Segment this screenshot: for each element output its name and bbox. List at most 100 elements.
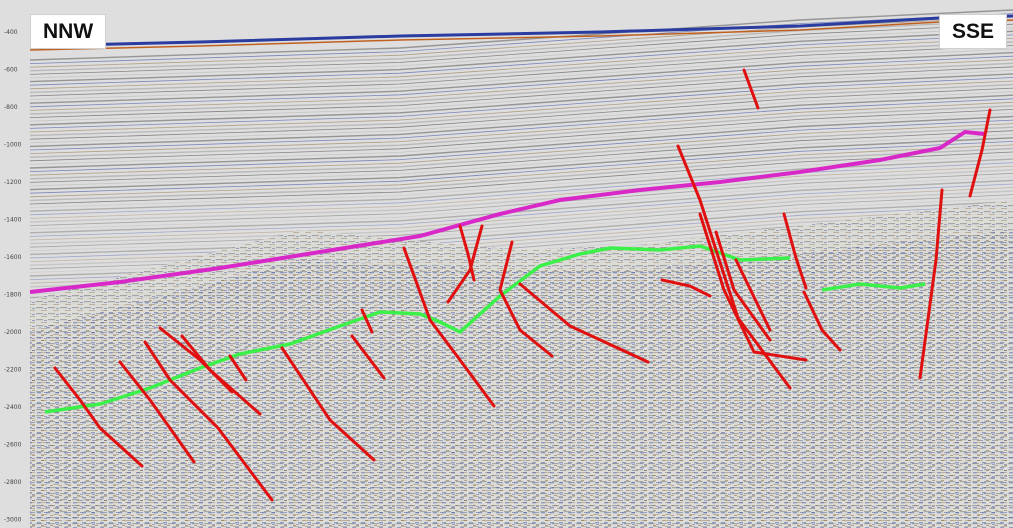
reflector-band <box>29 98 1013 151</box>
fault-line <box>402 246 496 408</box>
reflector-band <box>29 119 1013 172</box>
faults <box>53 68 992 502</box>
reflector-band <box>29 204 1013 259</box>
direction-label-nnw: NNW <box>30 14 107 49</box>
fault-line <box>350 334 386 380</box>
magenta-horizon <box>29 129 986 294</box>
depth-tick-label: -2400 <box>4 404 22 411</box>
reflector-band <box>29 23 1013 75</box>
fault-line <box>53 366 144 468</box>
reflector-band <box>29 126 1013 180</box>
fault-line <box>458 224 476 282</box>
fault-line <box>446 224 484 304</box>
reflector-band <box>29 172 1013 226</box>
fault-line <box>698 212 808 362</box>
reflector-band <box>29 87 1013 140</box>
reflector-band <box>29 77 1013 129</box>
fault-line <box>742 68 760 110</box>
reflector-band <box>29 59 1013 111</box>
reflector-band <box>29 51 1013 104</box>
depth-tick-label: -1000 <box>4 142 22 149</box>
reflector-band <box>29 105 1013 158</box>
fault-line <box>734 258 772 332</box>
depth-tick-label: -1800 <box>4 292 22 299</box>
fault-line <box>280 346 376 462</box>
fault-line <box>802 290 842 352</box>
reflector-band <box>29 48 1013 100</box>
reflector-band <box>29 38 1013 90</box>
reflector-band <box>29 80 1013 133</box>
fault-line <box>660 278 712 298</box>
direction-label-sse: SSE <box>938 14 1007 49</box>
reflector-band <box>29 41 1013 94</box>
depth-axis: -400 -600 -800 -1000 -1200 -1400 -1600 -1800 -20… <box>4 29 22 524</box>
reflector-band <box>29 45 1013 97</box>
depth-tick-label: -2800 <box>4 479 22 486</box>
depth-tick-label: -1600 <box>4 254 22 261</box>
reflector-band <box>29 9 1013 61</box>
fault-line <box>968 108 992 198</box>
fault-line <box>676 144 792 390</box>
depth-tick-label: -600 <box>4 67 18 74</box>
reflector-band <box>29 201 1013 256</box>
fault-line <box>360 308 374 334</box>
green-horizon-right <box>821 282 926 292</box>
reflector-band <box>29 109 1013 162</box>
reflector-band <box>29 16 1013 68</box>
fault-line <box>118 360 196 464</box>
reflector-band <box>29 197 1013 252</box>
reflector-band <box>29 27 1013 79</box>
reflector-band <box>29 91 1013 144</box>
reflector-band <box>29 115 1013 169</box>
reflector-band <box>29 94 1013 148</box>
depth-tick-label: -800 <box>4 104 18 111</box>
depth-tick-label: -2000 <box>4 329 22 336</box>
chaotic-basement-texture <box>30 230 1013 528</box>
fault-line <box>918 188 944 380</box>
fault-line <box>180 334 262 416</box>
reflector-band <box>29 144 1013 198</box>
fault-line <box>518 282 650 364</box>
reflector-band <box>29 190 1013 245</box>
reflector-band <box>29 187 1013 241</box>
reflector-band <box>29 141 1013 194</box>
reflector-band <box>29 183 1013 237</box>
depth-tick-label: -400 <box>4 29 18 36</box>
reflector-band <box>29 34 1013 86</box>
reflector-band <box>29 158 1013 212</box>
reflector-band <box>29 130 1013 183</box>
reflector-band <box>29 123 1013 176</box>
reflector-band <box>29 137 1013 191</box>
reflector-band <box>29 133 1013 187</box>
reflector-band <box>29 179 1013 234</box>
fault-line <box>143 340 274 502</box>
reflector-band <box>29 19 1013 72</box>
reflector-band <box>29 151 1013 205</box>
green-horizon <box>44 244 791 414</box>
reflector-band <box>29 70 1013 122</box>
depth-tick-label: -1400 <box>4 217 22 224</box>
depth-tick-label: -3000 <box>4 517 22 524</box>
reflector-band <box>29 62 1013 115</box>
depth-tick-label: -2200 <box>4 367 22 374</box>
reflector-band <box>29 162 1013 216</box>
reflector-band <box>29 101 1013 154</box>
fault-line <box>782 212 808 290</box>
reflector-band <box>29 66 1013 118</box>
reflector-band <box>29 55 1013 108</box>
reflector-band <box>29 30 1013 83</box>
reflector-band <box>29 112 1013 165</box>
depth-tick-label: -1200 <box>4 179 22 186</box>
fault-line <box>228 354 248 382</box>
reflector-band <box>29 83 1013 137</box>
depth-tick-label: -2600 <box>4 442 22 449</box>
reflector-band <box>29 176 1013 230</box>
reflector-band <box>29 155 1013 208</box>
fault-line <box>714 230 772 342</box>
fault-line <box>498 240 554 358</box>
reflector-band <box>29 194 1013 248</box>
reflector-band <box>29 73 1013 126</box>
reflector-band <box>29 165 1013 219</box>
